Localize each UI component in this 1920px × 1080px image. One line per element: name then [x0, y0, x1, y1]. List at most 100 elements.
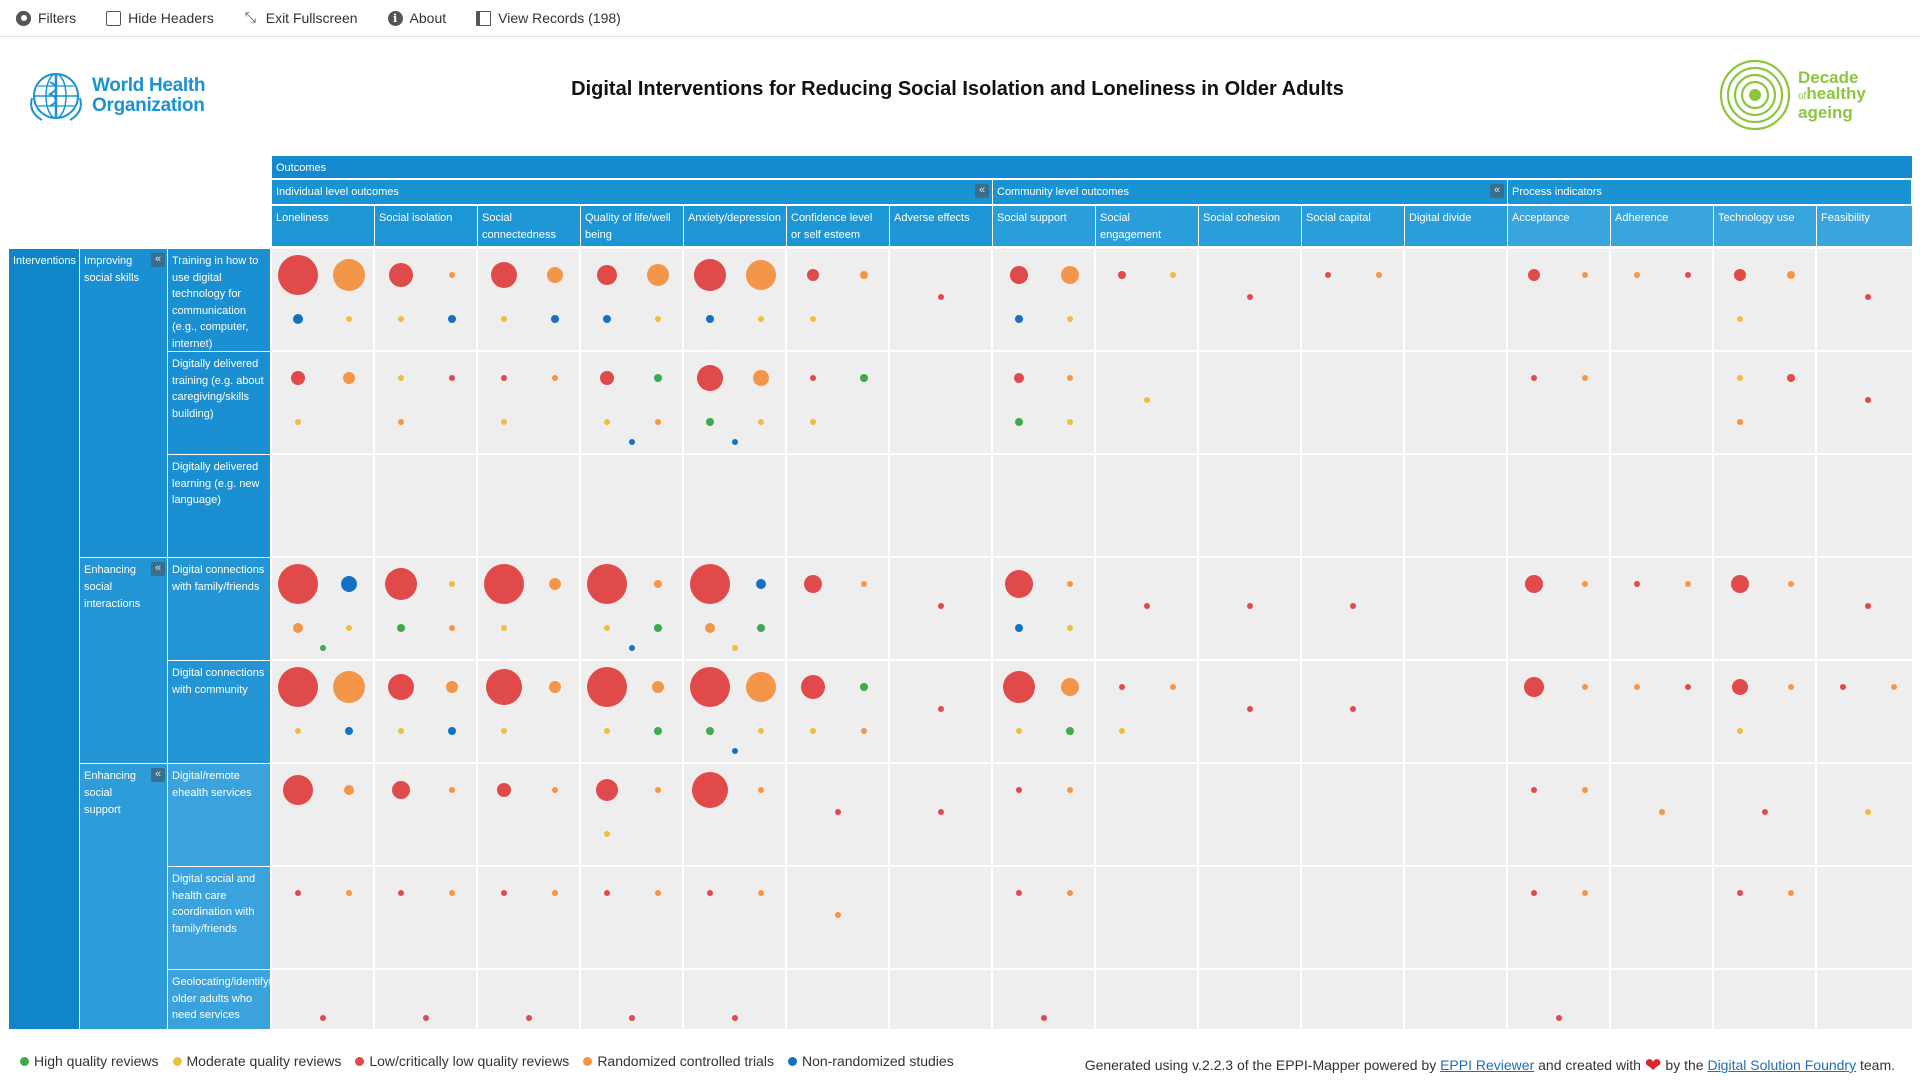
column-header[interactable]: Social connectedness: [478, 206, 580, 246]
evidence-dot-low[interactable]: [1734, 269, 1746, 281]
evidence-dot-rct[interactable]: [1685, 581, 1691, 587]
evidence-dot-nrs[interactable]: [341, 576, 357, 592]
evidence-dot-rct[interactable]: [344, 785, 354, 795]
evidence-dot-low[interactable]: [1016, 890, 1022, 896]
intervention-row-header[interactable]: Digitally delivered training (e.g. about…: [168, 352, 270, 454]
evidence-dot-low[interactable]: [1634, 581, 1640, 587]
evidence-dot-low[interactable]: [320, 1015, 326, 1021]
evidence-dot-moderate[interactable]: [1737, 316, 1743, 322]
evidence-dot-low[interactable]: [423, 1015, 429, 1021]
intervention-row-header[interactable]: Digital connections with family/friends: [168, 558, 270, 660]
evidence-dot-low[interactable]: [596, 779, 618, 801]
map-cell[interactable]: [478, 764, 579, 865]
map-cell[interactable]: [1302, 455, 1403, 556]
evidence-dot-low[interactable]: [1325, 272, 1331, 278]
map-cell[interactable]: [1405, 661, 1506, 762]
map-cell[interactable]: [1611, 661, 1712, 762]
map-cell[interactable]: [1714, 455, 1815, 556]
evidence-dot-low[interactable]: [1016, 787, 1022, 793]
map-cell[interactable]: [1714, 661, 1815, 762]
map-cell[interactable]: [1199, 970, 1300, 1029]
evidence-dot-low[interactable]: [1556, 1015, 1562, 1021]
evidence-dot-rct[interactable]: [705, 623, 715, 633]
evidence-dot-low[interactable]: [1014, 373, 1024, 383]
column-header[interactable]: Digital divide: [1405, 206, 1507, 246]
evidence-dot-nrs[interactable]: [1015, 624, 1023, 632]
map-cell[interactable]: [1714, 249, 1815, 350]
evidence-dot-rct[interactable]: [652, 681, 664, 693]
evidence-dot-low[interactable]: [385, 568, 417, 600]
evidence-dot-low[interactable]: [692, 772, 728, 808]
evidence-dot-moderate[interactable]: [1067, 419, 1073, 425]
evidence-dot-moderate[interactable]: [346, 316, 352, 322]
map-cell[interactable]: [684, 249, 785, 350]
map-cell[interactable]: [787, 661, 888, 762]
map-cell[interactable]: [1302, 764, 1403, 865]
evidence-dot-rct[interactable]: [746, 260, 776, 290]
map-cell[interactable]: [890, 352, 991, 453]
evidence-dot-low[interactable]: [732, 1015, 738, 1021]
evidence-dot-low[interactable]: [1531, 890, 1537, 896]
collapse-intervention-group-0[interactable]: «: [151, 253, 165, 267]
evidence-dot-rct[interactable]: [1582, 272, 1588, 278]
map-cell[interactable]: [1302, 558, 1403, 659]
map-cell[interactable]: [375, 558, 476, 659]
map-cell[interactable]: [1611, 867, 1712, 968]
collapse-outcome-group-0[interactable]: «: [975, 184, 989, 198]
evidence-dot-rct[interactable]: [1582, 787, 1588, 793]
evidence-dot-moderate[interactable]: [810, 419, 816, 425]
map-cell[interactable]: [1096, 352, 1197, 453]
map-cell[interactable]: [1096, 249, 1197, 350]
evidence-dot-nrs[interactable]: [448, 315, 456, 323]
evidence-dot-moderate[interactable]: [1865, 809, 1871, 815]
evidence-dot-low[interactable]: [600, 371, 614, 385]
evidence-dot-rct[interactable]: [446, 681, 458, 693]
evidence-dot-rct[interactable]: [343, 372, 355, 384]
evidence-dot-low[interactable]: [295, 890, 301, 896]
map-cell[interactable]: [1611, 249, 1712, 350]
map-cell[interactable]: [890, 249, 991, 350]
evidence-dot-rct[interactable]: [758, 890, 764, 896]
evidence-dot-rct[interactable]: [1787, 271, 1795, 279]
map-cell[interactable]: [1817, 558, 1912, 659]
evidence-dot-nrs[interactable]: [448, 727, 456, 735]
map-cell[interactable]: [272, 867, 373, 968]
evidence-dot-low[interactable]: [1350, 603, 1356, 609]
map-cell[interactable]: [684, 764, 785, 865]
map-cell[interactable]: [1611, 764, 1712, 865]
evidence-dot-low[interactable]: [526, 1015, 532, 1021]
evidence-dot-low[interactable]: [389, 263, 413, 287]
evidence-dot-nrs[interactable]: [732, 748, 738, 754]
map-cell[interactable]: [890, 867, 991, 968]
map-cell[interactable]: [272, 970, 373, 1029]
evidence-dot-low[interactable]: [690, 667, 730, 707]
evidence-dot-low[interactable]: [1865, 397, 1871, 403]
map-cell[interactable]: [1817, 970, 1912, 1029]
evidence-dot-high[interactable]: [654, 624, 662, 632]
evidence-dot-rct[interactable]: [1891, 684, 1897, 690]
evidence-dot-moderate[interactable]: [295, 728, 301, 734]
evidence-dot-low[interactable]: [1247, 603, 1253, 609]
map-cell[interactable]: [890, 558, 991, 659]
evidence-dot-low[interactable]: [597, 265, 617, 285]
map-cell[interactable]: [993, 455, 1094, 556]
evidence-dot-rct[interactable]: [1067, 581, 1073, 587]
map-cell[interactable]: [787, 764, 888, 865]
evidence-dot-moderate[interactable]: [398, 316, 404, 322]
map-cell[interactable]: [272, 352, 373, 453]
evidence-dot-rct[interactable]: [655, 787, 661, 793]
column-header[interactable]: Social engagement: [1096, 206, 1198, 246]
map-cell[interactable]: [1714, 970, 1815, 1029]
evidence-dot-moderate[interactable]: [758, 419, 764, 425]
evidence-dot-rct[interactable]: [547, 267, 563, 283]
evidence-dot-low[interactable]: [1524, 677, 1544, 697]
evidence-dot-low[interactable]: [1041, 1015, 1047, 1021]
map-cell[interactable]: [1611, 558, 1712, 659]
map-cell[interactable]: [1817, 661, 1912, 762]
column-header[interactable]: Feasibility: [1817, 206, 1912, 246]
evidence-dot-low[interactable]: [938, 809, 944, 815]
evidence-dot-low[interactable]: [629, 1015, 635, 1021]
column-header[interactable]: Anxiety/depression: [684, 206, 786, 246]
map-cell[interactable]: [1817, 867, 1912, 968]
evidence-dot-rct[interactable]: [1634, 272, 1640, 278]
